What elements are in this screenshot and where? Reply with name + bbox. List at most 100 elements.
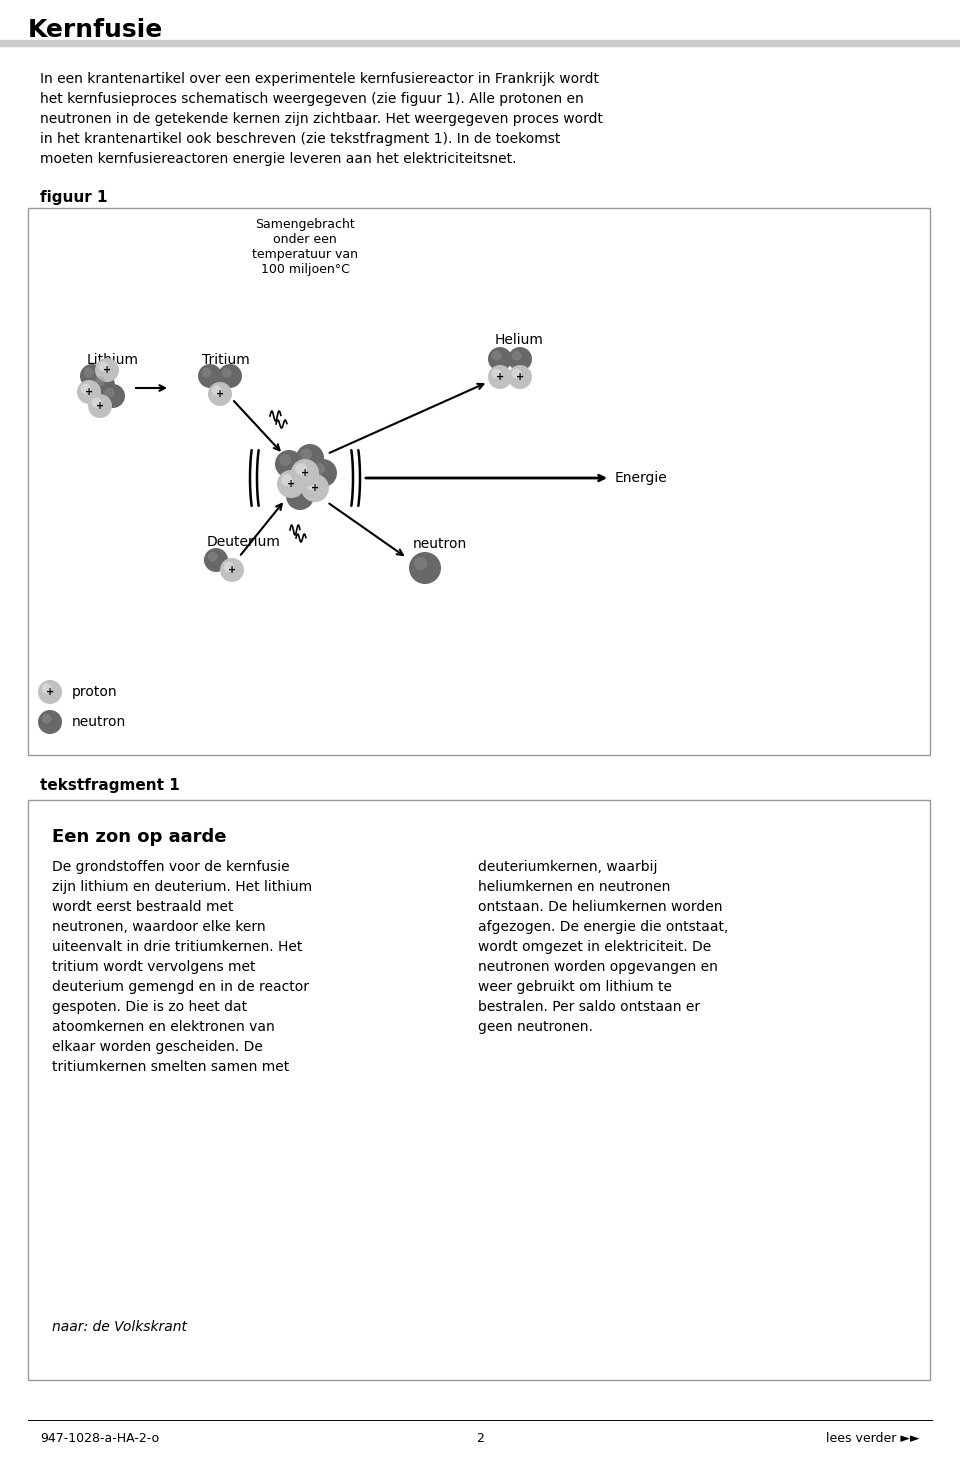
Circle shape xyxy=(202,367,211,377)
Text: neutronen worden opgevangen en: neutronen worden opgevangen en xyxy=(478,960,718,973)
Circle shape xyxy=(41,684,52,694)
Circle shape xyxy=(286,482,314,509)
Text: +: + xyxy=(311,483,319,493)
Circle shape xyxy=(296,443,324,473)
Circle shape xyxy=(99,361,108,371)
Text: 947-1028-a-HA-2-o: 947-1028-a-HA-2-o xyxy=(40,1431,159,1445)
Circle shape xyxy=(207,552,218,562)
Text: +: + xyxy=(46,687,54,697)
Text: +: + xyxy=(496,371,504,382)
Circle shape xyxy=(220,558,244,581)
Circle shape xyxy=(277,470,305,498)
Text: zijn lithium en deuterium. Het lithium: zijn lithium en deuterium. Het lithium xyxy=(52,879,312,894)
Circle shape xyxy=(77,380,101,404)
Text: +: + xyxy=(287,479,295,489)
Circle shape xyxy=(88,393,112,418)
Text: Energie: Energie xyxy=(615,471,668,484)
Text: neutron: neutron xyxy=(413,537,468,550)
Text: Deuterium: Deuterium xyxy=(207,534,281,549)
Circle shape xyxy=(204,548,228,573)
Text: 2: 2 xyxy=(476,1431,484,1445)
Bar xyxy=(0,40,960,46)
Circle shape xyxy=(290,486,302,498)
Circle shape xyxy=(105,388,114,398)
Text: weer gebruikt om lithium te: weer gebruikt om lithium te xyxy=(478,981,672,994)
Circle shape xyxy=(508,366,532,389)
Circle shape xyxy=(38,711,62,734)
Bar xyxy=(28,208,930,755)
Text: tekstfragment 1: tekstfragment 1 xyxy=(40,778,180,793)
Text: Samengebracht
onder een
temperatuur van
100 miljoen°C: Samengebracht onder een temperatuur van … xyxy=(252,219,358,276)
Text: deuterium gemengd en in de reactor: deuterium gemengd en in de reactor xyxy=(52,981,309,994)
Text: proton: proton xyxy=(72,686,118,699)
Text: geen neutronen.: geen neutronen. xyxy=(478,1020,593,1033)
Circle shape xyxy=(224,562,233,571)
Text: +: + xyxy=(516,371,524,382)
Text: atoomkernen en elektronen van: atoomkernen en elektronen van xyxy=(52,1020,275,1033)
Text: Een zon op aarde: Een zon op aarde xyxy=(52,828,227,846)
Circle shape xyxy=(41,713,52,724)
Text: +: + xyxy=(96,401,104,411)
Circle shape xyxy=(91,398,102,408)
Circle shape xyxy=(409,552,441,584)
Circle shape xyxy=(512,368,521,379)
Circle shape xyxy=(296,464,307,476)
Bar xyxy=(28,800,930,1380)
Text: Lithium: Lithium xyxy=(87,352,139,367)
Text: in het krantenartikel ook beschreven (zie tekstfragment 1). In de toekomst: in het krantenartikel ook beschreven (zi… xyxy=(40,132,561,145)
Text: neutronen, waardoor elke kern: neutronen, waardoor elke kern xyxy=(52,920,266,934)
Circle shape xyxy=(291,459,319,487)
Text: In een krantenartikel over een experimentele kernfusiereactor in Frankrijk wordt: In een krantenartikel over een experimen… xyxy=(40,72,599,87)
Circle shape xyxy=(281,474,293,486)
Circle shape xyxy=(222,367,231,377)
Text: wordt omgezet in elektriciteit. De: wordt omgezet in elektriciteit. De xyxy=(478,940,711,954)
Text: neutron: neutron xyxy=(72,715,127,730)
Circle shape xyxy=(488,346,512,371)
Circle shape xyxy=(300,448,312,459)
Circle shape xyxy=(512,351,521,361)
Circle shape xyxy=(81,383,90,393)
Circle shape xyxy=(91,373,115,396)
Circle shape xyxy=(508,346,532,371)
Circle shape xyxy=(101,385,125,408)
Text: ontstaan. De heliumkernen worden: ontstaan. De heliumkernen worden xyxy=(478,900,723,915)
Text: moeten kernfusiereactoren energie leveren aan het elektriciteitsnet.: moeten kernfusiereactoren energie levere… xyxy=(40,153,516,166)
Text: neutronen in de getekende kernen zijn zichtbaar. Het weergegeven proces wordt: neutronen in de getekende kernen zijn zi… xyxy=(40,112,603,126)
Text: lees verder ►►: lees verder ►► xyxy=(827,1431,920,1445)
Circle shape xyxy=(84,367,94,377)
Circle shape xyxy=(301,474,329,502)
Circle shape xyxy=(211,386,222,396)
Text: deuteriumkernen, waarbij: deuteriumkernen, waarbij xyxy=(478,860,658,873)
Circle shape xyxy=(492,351,502,361)
Text: naar: de Volkskrant: naar: de Volkskrant xyxy=(52,1320,187,1334)
Text: het kernfusieproces schematisch weergegeven (zie figuur 1). Alle protonen en: het kernfusieproces schematisch weergege… xyxy=(40,92,584,106)
Circle shape xyxy=(488,366,512,389)
Circle shape xyxy=(95,377,105,386)
Text: Helium: Helium xyxy=(495,333,544,346)
Text: gespoten. Die is zo heet dat: gespoten. Die is zo heet dat xyxy=(52,1000,247,1014)
Text: tritiumkernen smelten samen met: tritiumkernen smelten samen met xyxy=(52,1060,289,1075)
Text: tritium wordt vervolgens met: tritium wordt vervolgens met xyxy=(52,960,255,973)
Circle shape xyxy=(275,451,303,479)
Text: elkaar worden gescheiden. De: elkaar worden gescheiden. De xyxy=(52,1039,263,1054)
Text: De grondstoffen voor de kernfusie: De grondstoffen voor de kernfusie xyxy=(52,860,290,873)
Text: Kernfusie: Kernfusie xyxy=(28,18,163,43)
Circle shape xyxy=(492,368,502,379)
Text: uiteenvalt in drie tritiumkernen. Het: uiteenvalt in drie tritiumkernen. Het xyxy=(52,940,302,954)
Text: Tritium: Tritium xyxy=(202,352,250,367)
Text: wordt eerst bestraald met: wordt eerst bestraald met xyxy=(52,900,233,915)
Circle shape xyxy=(313,464,324,476)
Text: +: + xyxy=(216,389,224,399)
Circle shape xyxy=(38,680,62,705)
Circle shape xyxy=(305,479,317,490)
Text: +: + xyxy=(228,565,236,575)
Circle shape xyxy=(208,382,232,407)
Circle shape xyxy=(95,358,119,382)
Text: +: + xyxy=(103,366,111,374)
Circle shape xyxy=(309,459,337,487)
Text: +: + xyxy=(300,468,309,479)
Circle shape xyxy=(218,364,242,388)
Circle shape xyxy=(198,364,222,388)
Text: figuur 1: figuur 1 xyxy=(40,189,108,206)
Text: heliumkernen en neutronen: heliumkernen en neutronen xyxy=(478,879,670,894)
